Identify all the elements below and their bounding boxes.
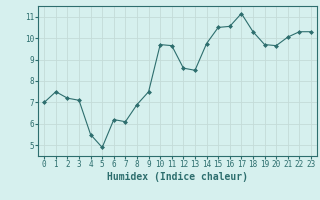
- X-axis label: Humidex (Indice chaleur): Humidex (Indice chaleur): [107, 172, 248, 182]
